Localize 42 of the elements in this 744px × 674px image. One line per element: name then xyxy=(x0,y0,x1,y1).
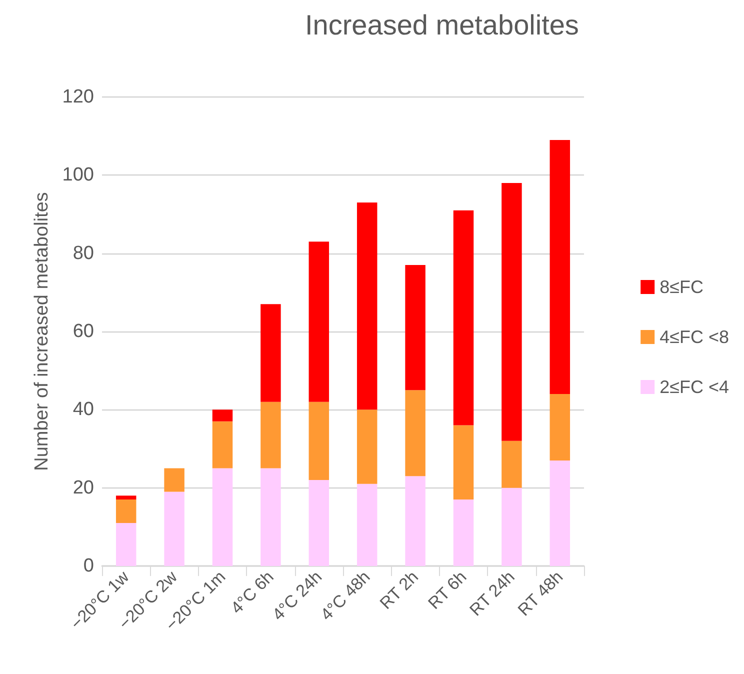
y-tick-label: 80 xyxy=(72,242,94,264)
legend-label: 4≤FC <8 xyxy=(660,327,730,347)
bar xyxy=(212,468,233,566)
chart-title: Increased metabolites xyxy=(305,10,579,40)
bar xyxy=(164,492,184,566)
bar xyxy=(260,468,281,566)
y-tick-label: 40 xyxy=(72,399,94,420)
bar xyxy=(405,476,426,566)
bar xyxy=(405,265,426,390)
bar xyxy=(212,410,233,422)
bar xyxy=(453,210,474,426)
bar xyxy=(116,496,136,500)
bar xyxy=(453,425,474,500)
bar xyxy=(308,242,330,402)
bar xyxy=(116,500,136,524)
bar xyxy=(308,480,330,566)
bar xyxy=(550,460,570,566)
bar xyxy=(502,488,522,566)
y-tick-label: 60 xyxy=(72,321,94,342)
bar xyxy=(502,182,522,441)
legend-label: 8≤FC xyxy=(660,277,704,297)
legend-label: 2≤FC <4 xyxy=(660,377,730,397)
bar xyxy=(260,402,281,468)
bar xyxy=(116,523,136,566)
y-axis-title: Number of increased metabolites xyxy=(31,192,52,471)
x-tick-label: RT 2h xyxy=(376,567,422,613)
bar xyxy=(550,140,570,394)
bar xyxy=(308,402,330,480)
bar xyxy=(212,421,233,468)
bar xyxy=(405,390,426,476)
bar xyxy=(356,410,378,484)
bar xyxy=(502,440,522,488)
bar xyxy=(356,202,378,410)
y-tick-label: 100 xyxy=(62,164,94,186)
y-tick-label: 120 xyxy=(62,86,94,108)
bar xyxy=(164,468,184,492)
y-tick-label: 0 xyxy=(83,556,94,576)
bar xyxy=(260,304,281,402)
y-tick-label: 20 xyxy=(72,477,94,498)
bar xyxy=(356,484,378,566)
bar xyxy=(550,394,570,460)
bar xyxy=(453,500,474,566)
